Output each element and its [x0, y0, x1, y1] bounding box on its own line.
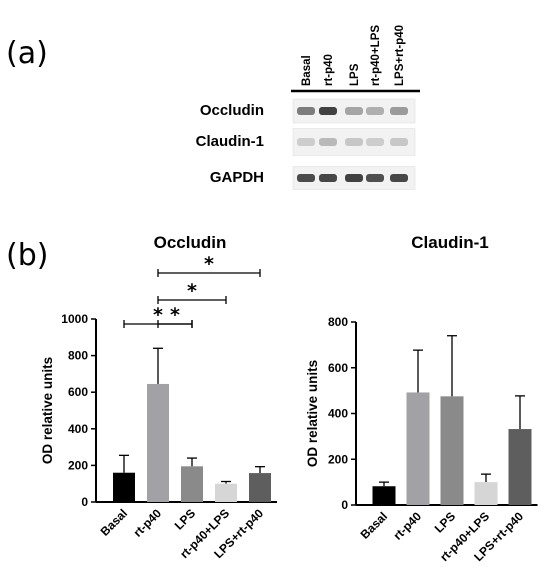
blot-band [366, 174, 384, 182]
lane-label: Basal [301, 55, 313, 86]
bar-lps [181, 466, 203, 502]
blot-band [366, 138, 384, 146]
bar-basal [372, 486, 396, 505]
blot-row-label: GAPDH [210, 169, 264, 186]
western-blot: Basal rt-p40 LPS rt-p40+LPS LPS+rt-p40 Occlud… [196, 25, 420, 190]
blot-band [390, 138, 408, 146]
y-axis-label: OD relative units [305, 360, 320, 467]
x-tick-label: Basal [98, 506, 131, 539]
lane-label: LPS+rt-p40 [394, 25, 406, 86]
blot-band [345, 138, 363, 146]
x-tick-label: LPS [432, 509, 458, 535]
blot-row-label: Occludin [200, 102, 264, 119]
significance-star: * [187, 280, 197, 302]
lane-label: LPS [349, 63, 361, 86]
bar-rt-p40 [147, 383, 169, 502]
y-tick-label: 0 [341, 498, 348, 512]
y-tick-label: 800 [68, 349, 88, 363]
claudin-1-bar-chart: Claudin-1 OD relative units 0 200 400 600 800 B… [305, 233, 538, 564]
bar-rt-p40-lps [474, 482, 498, 505]
lane-label: rt-p40+LPS [370, 25, 382, 86]
bar-lps [440, 396, 464, 505]
blot-band [319, 107, 337, 115]
x-tick-label: Basal [358, 509, 391, 542]
chart-title: Occludin [154, 233, 227, 252]
blot-band [366, 107, 384, 115]
y-tick-label: 200 [328, 452, 348, 466]
blot-row-label: Claudin-1 [196, 133, 264, 150]
significance-star: * [204, 253, 214, 275]
blot-band [297, 107, 315, 115]
bar-rt-p40-lps [215, 483, 237, 502]
y-tick-label: 0 [81, 495, 88, 509]
blot-band [390, 174, 408, 182]
y-tick-label: 600 [68, 385, 88, 399]
y-tick-label: 800 [328, 315, 348, 329]
y-tick-label: 200 [68, 458, 88, 472]
y-tick-label: 400 [68, 422, 88, 436]
x-tick-label: rt-p40 [131, 506, 165, 540]
blot-band [319, 174, 337, 182]
blot-band [345, 174, 363, 182]
bar-lps-rt-p40 [249, 473, 271, 502]
y-tick-label: 1000 [61, 312, 88, 326]
blot-band [390, 107, 408, 115]
lane-label: rt-p40 [323, 54, 335, 86]
y-axis-label: OD relative units [40, 357, 55, 464]
bar-lps-rt-p40 [508, 429, 532, 505]
panel-label-b: (b) [6, 238, 48, 273]
bar-basal [113, 472, 135, 502]
bar-rt-p40 [406, 392, 430, 505]
chart-title: Claudin-1 [411, 233, 488, 252]
x-tick-label: rt-p40 [391, 509, 425, 543]
y-tick-label: 400 [328, 407, 348, 421]
significance-star: * [153, 304, 163, 326]
blot-band [319, 138, 337, 146]
occludin-bar-chart: Occludin OD relative units 0 200 400 600 800 10… [40, 233, 277, 561]
y-tick-label: 600 [328, 361, 348, 375]
x-tick-label: LPS [172, 506, 198, 532]
blot-band [297, 138, 315, 146]
blot-band [345, 107, 363, 115]
blot-band [297, 174, 315, 182]
significance-star: * [170, 304, 180, 326]
panel-label-a: (a) [6, 36, 48, 71]
